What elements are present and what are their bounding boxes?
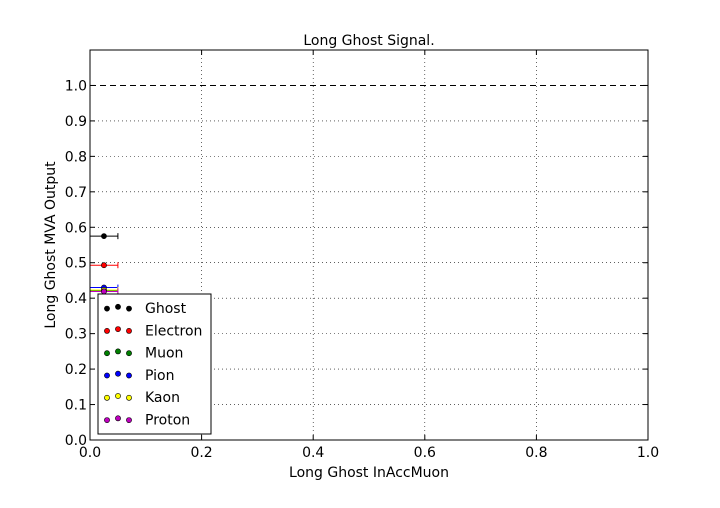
legend: Ghost Electron Muon Pion Kaon Proton bbox=[97, 293, 212, 435]
y-tick-label: 0.7 bbox=[65, 185, 87, 201]
legend-marker-muon bbox=[126, 350, 132, 357]
legend-label-electron: Electron bbox=[145, 323, 202, 339]
x-tick-label: 0.6 bbox=[414, 445, 436, 461]
y-tick-label: 0.4 bbox=[65, 291, 87, 307]
legend-marker-ghost bbox=[126, 305, 132, 312]
legend-marker-electron bbox=[115, 326, 121, 332]
x-tick-label: 0.2 bbox=[190, 445, 212, 461]
y-tick-label: 0.8 bbox=[65, 149, 87, 165]
x-tick-label: 0.0 bbox=[79, 445, 101, 461]
legend-marker-pion bbox=[104, 372, 110, 379]
y-tick-label: 0.1 bbox=[65, 398, 87, 414]
legend-marker-ghost bbox=[104, 305, 110, 312]
y-tick-label: 1.0 bbox=[65, 78, 87, 94]
tick-layer: 0.0 0.2 0.4 0.6 0.8 1.0 0.0 0.1 0.2 0.3 0.4 0.5 0.6 0… bbox=[65, 50, 659, 461]
legend-marker-muon bbox=[104, 350, 110, 357]
legend-marker-proton bbox=[126, 417, 132, 423]
legend-label-kaon: Kaon bbox=[145, 390, 180, 406]
legend-label-muon: Muon bbox=[145, 346, 183, 362]
x-tick-label: 1.0 bbox=[637, 445, 659, 461]
legend-marker-kaon bbox=[126, 394, 132, 401]
legend-marker-kaon bbox=[115, 393, 121, 399]
legend-label-pion: Pion bbox=[145, 368, 174, 384]
legend-marker-kaon bbox=[104, 394, 110, 401]
y-tick-label: 0.2 bbox=[65, 362, 87, 378]
legend-marker-ghost bbox=[115, 303, 121, 310]
data-point-ghost bbox=[101, 233, 107, 240]
y-axis-label: Long Ghost MVA Output bbox=[43, 161, 59, 329]
legend-box bbox=[97, 293, 212, 435]
y-tick-label: 0.9 bbox=[65, 114, 87, 130]
plot-frame bbox=[89, 49, 649, 441]
y-tick-label: 0.3 bbox=[65, 327, 87, 343]
legend-marker-electron bbox=[104, 327, 110, 334]
x-tick-label: 0.8 bbox=[525, 445, 547, 461]
legend-marker-pion bbox=[115, 370, 121, 377]
legend-marker-electron bbox=[126, 327, 132, 334]
data-point-proton bbox=[101, 288, 107, 295]
x-tick-label: 0.4 bbox=[302, 445, 324, 461]
legend-marker-proton bbox=[104, 417, 110, 423]
legend-marker-pion bbox=[126, 372, 132, 379]
legend-marker-proton bbox=[115, 415, 121, 422]
y-tick-label: 0.6 bbox=[65, 220, 87, 236]
legend-label-ghost: Ghost bbox=[145, 301, 187, 317]
chart-title: Long Ghost Signal. bbox=[303, 33, 434, 49]
legend-label-proton: Proton bbox=[145, 413, 190, 429]
y-tick-label: 0.5 bbox=[65, 256, 87, 272]
legend-marker-muon bbox=[115, 348, 121, 355]
data-point-electron bbox=[101, 262, 107, 269]
x-axis-label: Long Ghost InAccMuon bbox=[289, 465, 449, 481]
data-layer bbox=[90, 233, 119, 295]
y-tick-label: 0.0 bbox=[65, 433, 87, 449]
